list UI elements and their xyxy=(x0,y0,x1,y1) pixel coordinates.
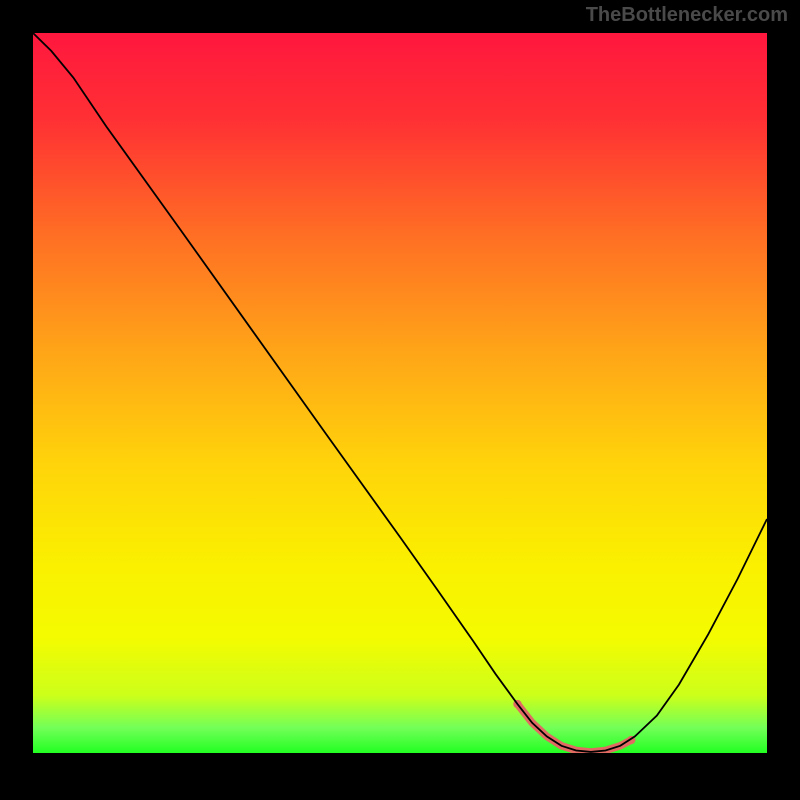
gradient-background xyxy=(33,33,767,753)
chart-svg xyxy=(33,33,767,753)
plot-area xyxy=(33,33,767,753)
watermark-text: TheBottlenecker.com xyxy=(586,4,788,27)
